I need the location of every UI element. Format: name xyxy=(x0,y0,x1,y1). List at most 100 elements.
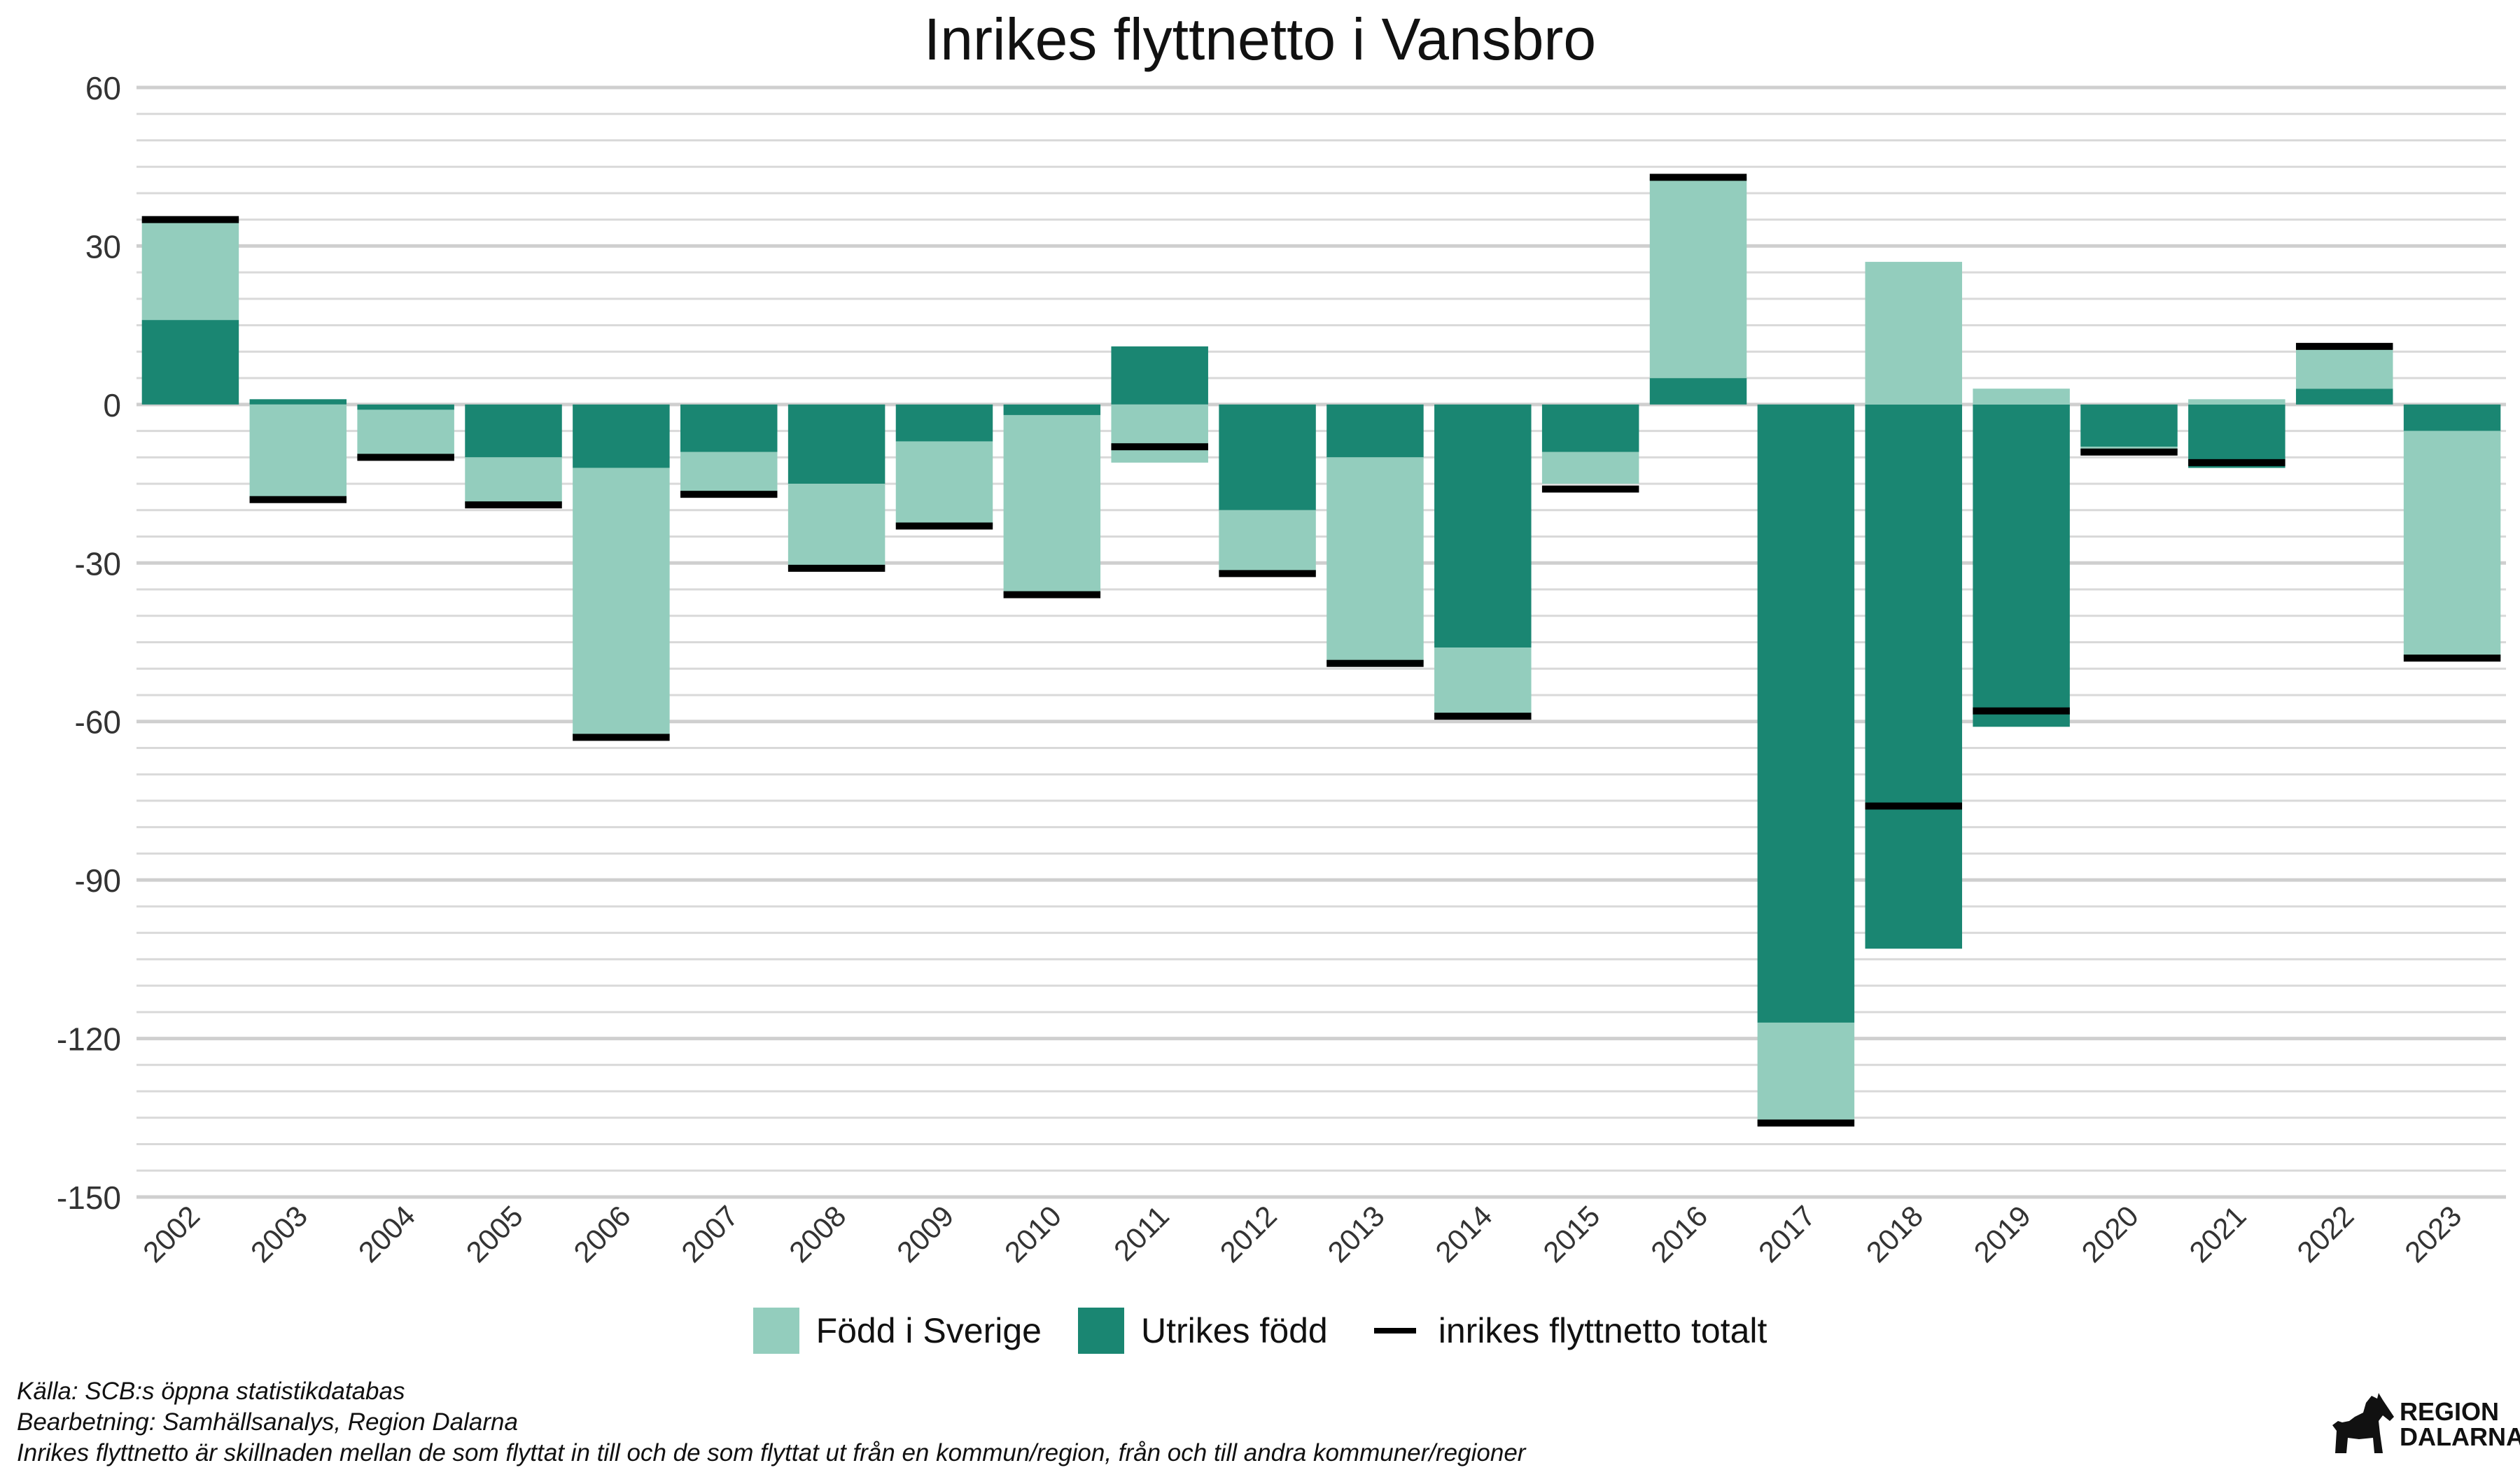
total-marker-2008 xyxy=(788,564,886,572)
x-tick-label: 2019 xyxy=(1968,1199,2037,1268)
legend-item-fodd-i-sverige: Född i Sverige xyxy=(752,1308,1042,1354)
bar-fodd-i-sverige-2010 xyxy=(1003,414,1101,595)
total-marker-2010 xyxy=(1003,591,1101,598)
chart-title: Inrikes flyttnetto i Vansbro xyxy=(923,6,1597,72)
bar-fodd-i-sverige-2021 xyxy=(2188,399,2286,405)
bar-utrikes-fodd-2008 xyxy=(788,404,886,484)
bar-utrikes-fodd-2021 xyxy=(2188,404,2286,468)
bar-utrikes-fodd-2010 xyxy=(1003,404,1101,415)
y-tick-label: -60 xyxy=(75,704,121,741)
bar-utrikes-fodd-2005 xyxy=(465,404,562,458)
x-tick-label: 2009 xyxy=(890,1199,960,1268)
bar-utrikes-fodd-2003 xyxy=(249,399,347,405)
legend-label-utrikes-fodd: Utrikes född xyxy=(1140,1311,1328,1350)
bar-fodd-i-sverige-2009 xyxy=(895,441,993,526)
total-marker-2023 xyxy=(2403,654,2501,662)
total-marker-2014 xyxy=(1434,713,1532,720)
x-tick-label: 2006 xyxy=(567,1199,636,1268)
x-tick-label: 2018 xyxy=(1860,1199,1929,1268)
bar-utrikes-fodd-2011 xyxy=(1111,346,1208,405)
caption-note: Inrikes flyttnetto är skillnaden mellan … xyxy=(17,1439,1526,1466)
legend-item-utrikes-fodd: Utrikes född xyxy=(1077,1308,1328,1354)
total-marker-2019 xyxy=(1973,707,2070,715)
bar-fodd-i-sverige-2008 xyxy=(788,484,886,568)
bar-utrikes-fodd-2023 xyxy=(2403,404,2501,431)
legend-swatch-utrikes-fodd xyxy=(1077,1308,1124,1354)
total-marker-2009 xyxy=(895,522,993,530)
bar-fodd-i-sverige-2013 xyxy=(1326,457,1424,664)
total-marker-2021 xyxy=(2188,458,2286,466)
total-marker-2012 xyxy=(1219,570,1316,578)
bar-fodd-i-sverige-2015 xyxy=(1541,451,1639,484)
x-tick-label: 2004 xyxy=(352,1199,421,1268)
bar-utrikes-fodd-2016 xyxy=(1649,378,1747,405)
logo-text: REGION DALARNA xyxy=(2395,1399,2520,1450)
bar-utrikes-fodd-2018 xyxy=(1865,404,1962,949)
total-marker-2005 xyxy=(465,501,562,509)
y-tick-label: -90 xyxy=(75,862,121,899)
bar-utrikes-fodd-2006 xyxy=(573,404,670,468)
bar-utrikes-fodd-2014 xyxy=(1434,404,1532,648)
total-marker-2004 xyxy=(357,454,454,461)
bar-utrikes-fodd-2013 xyxy=(1326,404,1424,458)
region-dalarna-logo: REGION DALARNA xyxy=(2331,1393,2520,1456)
logo-line-dalarna: DALARNA xyxy=(2400,1422,2520,1451)
bar-fodd-i-sverige-2019 xyxy=(1973,388,2070,405)
legend-label-fodd-i-sverige: Född i Sverige xyxy=(816,1311,1042,1350)
total-marker-2022 xyxy=(2295,342,2393,350)
total-marker-2013 xyxy=(1326,659,1424,667)
bar-fodd-i-sverige-2012 xyxy=(1219,510,1316,574)
bar-fodd-i-sverige-2005 xyxy=(465,457,562,505)
bar-fodd-i-sverige-2004 xyxy=(357,410,454,458)
x-tick-label: 2016 xyxy=(1644,1199,1714,1268)
x-tick-label: 2020 xyxy=(2076,1199,2145,1268)
total-marker-2007 xyxy=(680,491,778,498)
legend-swatch-fodd-i-sverige xyxy=(752,1308,799,1354)
bar-fodd-i-sverige-2018 xyxy=(1865,262,1962,405)
bar-utrikes-fodd-2017 xyxy=(1757,404,1855,1023)
legend-item-total: inrikes flyttnetto totalt xyxy=(1373,1310,1767,1351)
caption: Källa: SCB:s öppna statistikdatabas Bear… xyxy=(17,1376,1525,1469)
x-tick-label: 2010 xyxy=(998,1199,1068,1268)
total-marker-2002 xyxy=(141,216,239,223)
total-marker-2017 xyxy=(1757,1119,1855,1127)
y-tick-label: -30 xyxy=(75,545,121,582)
logo-line-region: REGION xyxy=(2400,1397,2500,1426)
bar-utrikes-fodd-2009 xyxy=(895,404,993,442)
y-tick-label: -120 xyxy=(57,1021,121,1058)
x-tick-label: 2022 xyxy=(2290,1199,2360,1268)
total-marker-2016 xyxy=(1649,174,1747,181)
x-tick-label: 2002 xyxy=(136,1199,206,1268)
y-tick-label: 0 xyxy=(103,387,121,424)
bar-utrikes-fodd-2007 xyxy=(680,404,778,452)
x-tick-label: 2012 xyxy=(1214,1199,1283,1268)
bar-fodd-i-sverige-2017 xyxy=(1757,1022,1855,1124)
bar-fodd-i-sverige-2011 xyxy=(1111,404,1208,463)
bar-fodd-i-sverige-2022 xyxy=(2295,346,2393,389)
bar-fodd-i-sverige-2003 xyxy=(249,404,347,500)
total-marker-2006 xyxy=(573,734,670,741)
x-tick-label: 2023 xyxy=(2398,1199,2468,1268)
total-marker-2020 xyxy=(2080,448,2178,456)
bar-utrikes-fodd-2020 xyxy=(2080,404,2178,447)
bar-fodd-i-sverige-2016 xyxy=(1649,177,1747,379)
bar-fodd-i-sverige-2023 xyxy=(2403,430,2501,659)
bar-fodd-i-sverige-2006 xyxy=(573,468,670,738)
x-tick-label: 2005 xyxy=(460,1199,529,1268)
x-tick-label: 2014 xyxy=(1429,1199,1498,1268)
bar-fodd-i-sverige-2007 xyxy=(680,451,778,495)
bar-utrikes-fodd-2019 xyxy=(1973,404,2070,727)
y-tick-label: -150 xyxy=(57,1180,121,1216)
x-tick-label: 2011 xyxy=(1107,1199,1175,1267)
x-tick-label: 2021 xyxy=(2183,1199,2252,1268)
x-tick-label: 2013 xyxy=(1321,1199,1390,1268)
bar-fodd-i-sverige-2002 xyxy=(141,219,239,321)
caption-source: Källa: SCB:s öppna statistikdatabas xyxy=(17,1378,405,1405)
bar-utrikes-fodd-2002 xyxy=(141,320,239,405)
bar-fodd-i-sverige-2014 xyxy=(1434,648,1532,717)
x-tick-label: 2015 xyxy=(1536,1199,1606,1268)
total-marker-2003 xyxy=(249,496,347,503)
legend-swatch-total xyxy=(1373,1328,1416,1334)
total-marker-2011 xyxy=(1111,443,1208,451)
total-marker-2015 xyxy=(1541,485,1639,493)
